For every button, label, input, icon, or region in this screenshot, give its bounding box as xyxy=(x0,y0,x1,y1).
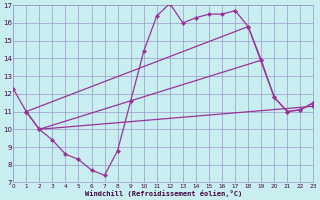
X-axis label: Windchill (Refroidissement éolien,°C): Windchill (Refroidissement éolien,°C) xyxy=(85,190,242,197)
